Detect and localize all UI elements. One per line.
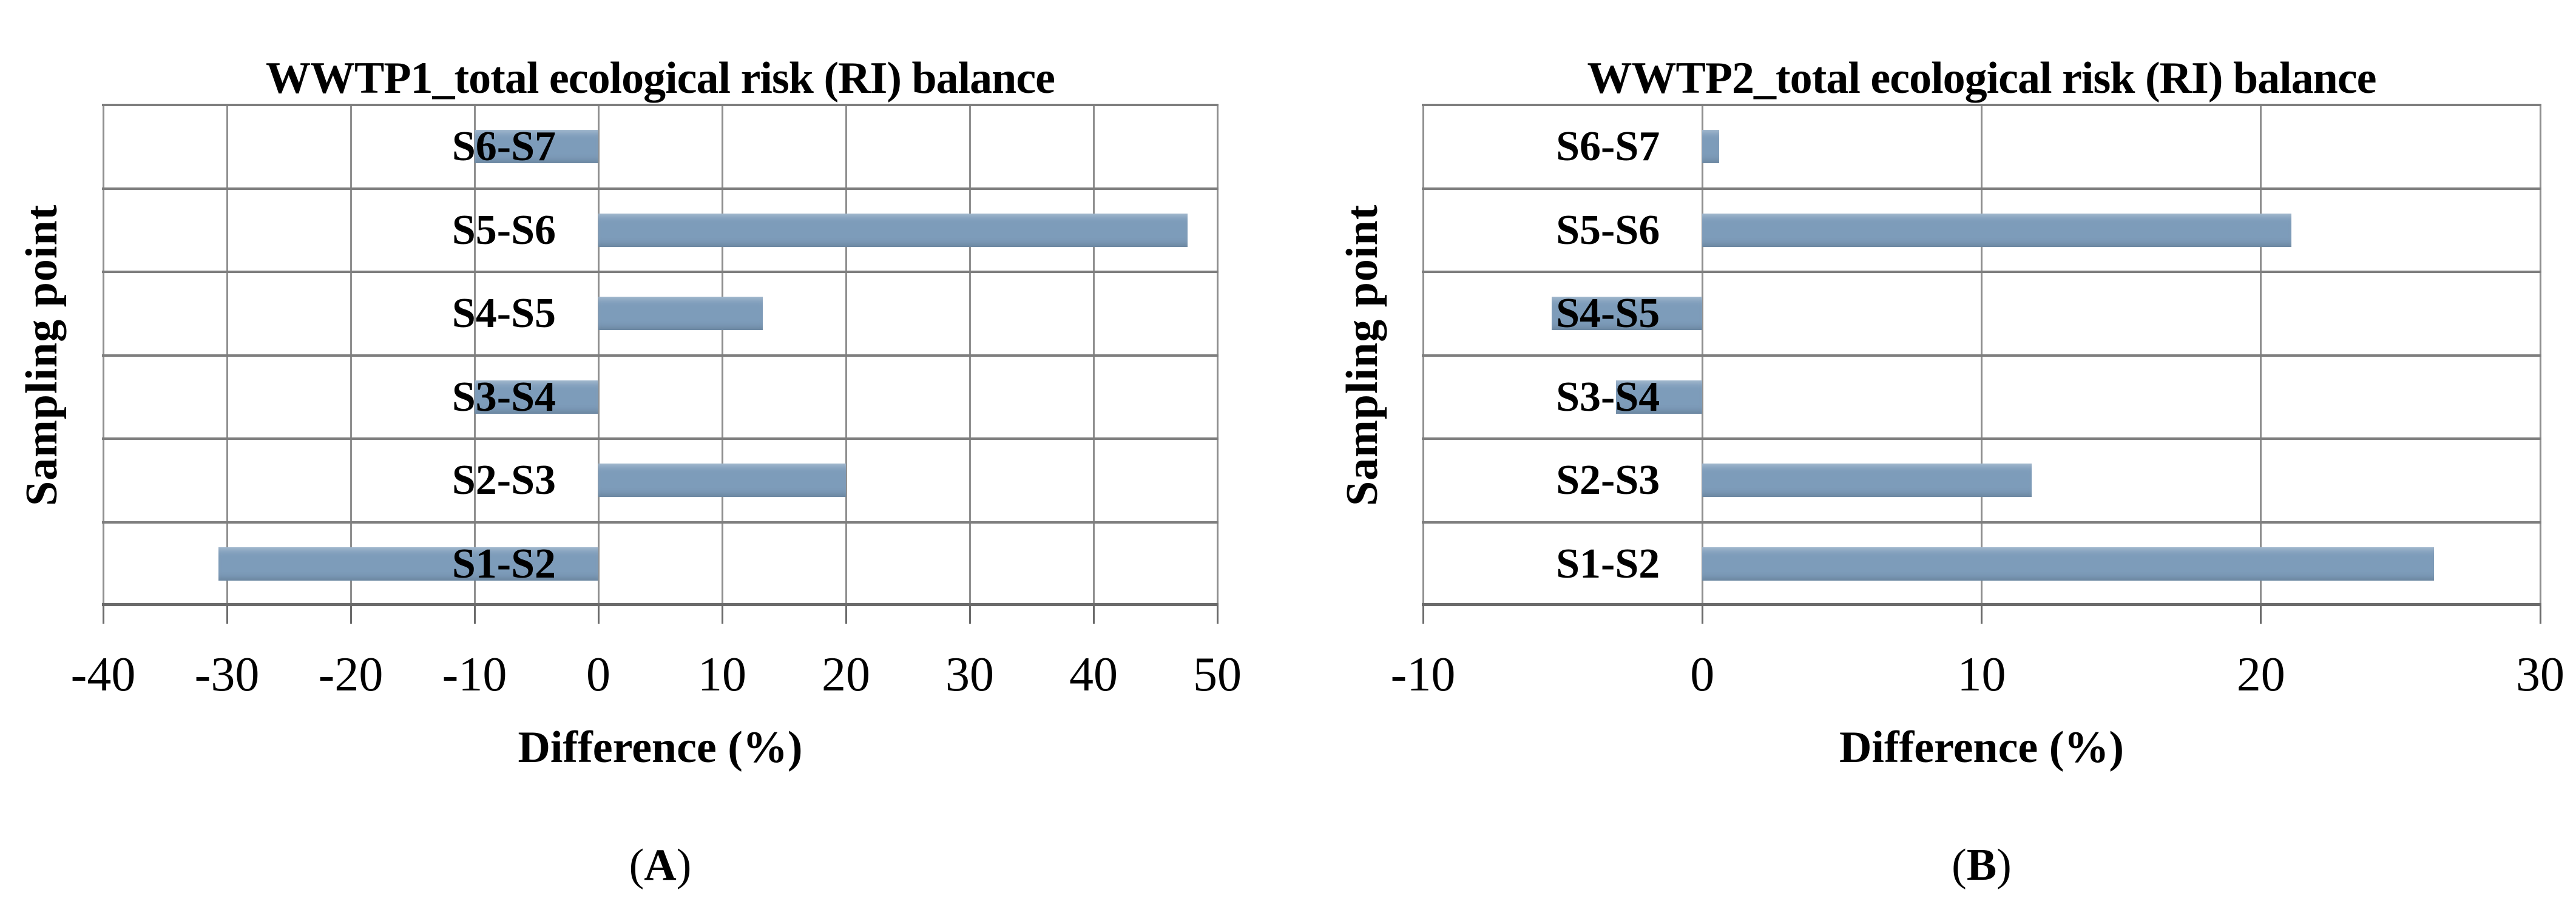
plot-area: S6-S7 S5-S6 S4-S5 S3-S4 S2-S3 S1-S2	[1422, 104, 2541, 606]
x-tick-label: 10	[1957, 648, 2006, 701]
x-axis-tick	[1422, 606, 1424, 624]
category-label: S6-S7	[451, 123, 556, 170]
x-tick-label: 0	[1690, 648, 1715, 701]
panel-caption: (B)	[1423, 840, 2540, 891]
x-tick-label: 0	[586, 648, 610, 701]
x-tick-label: 20	[822, 648, 870, 701]
bar-s3-s4	[1615, 380, 1703, 414]
x-tick-label: 20	[2236, 648, 2285, 701]
caption-paren-open: (	[629, 840, 644, 890]
chart-wwtp1: WWTP1_total ecological risk (RI) balance…	[17, 53, 1242, 891]
y-axis-title: Sampling point	[17, 204, 67, 507]
panel-caption: (A)	[103, 840, 1217, 891]
category-gridline	[102, 521, 1219, 524]
x-tick-label: 40	[1069, 648, 1118, 701]
x-axis-title: Difference (%)	[1839, 723, 2125, 772]
category-gridline	[102, 187, 1219, 190]
x-tick-label: 30	[2516, 648, 2564, 701]
x-axis-tick	[2260, 606, 2262, 624]
x-axis-tick	[721, 606, 723, 624]
category-label: S2-S3	[1556, 457, 1660, 504]
chart-wwtp2: WWTP2_total ecological risk (RI) balance…	[1288, 0, 2576, 921]
plot-area: S6-S7 S5-S6 S4-S5 S3-S4 S2-S3 S1-S2	[102, 104, 1219, 606]
chart-title: WWTP1_total ecological risk (RI) balance	[265, 53, 1055, 104]
panel-letter: B	[1966, 840, 1997, 890]
x-axis-tick	[226, 606, 228, 624]
x-axis-tick	[969, 606, 971, 624]
category-gridline	[1422, 521, 2541, 524]
bar-s5-s6	[598, 213, 1188, 247]
category-gridline	[1422, 354, 2541, 357]
x-axis-line	[1422, 603, 2541, 606]
x-axis-tick	[350, 606, 352, 624]
x-axis-tick	[1216, 606, 1219, 624]
x-axis-line	[102, 603, 1219, 606]
category-label: S4-S5	[1556, 290, 1660, 337]
x-axis-tick	[1701, 606, 1703, 624]
bar-s6-s7	[1702, 130, 1719, 164]
x-axis-tick	[845, 606, 847, 624]
x-tick-label: -30	[194, 648, 260, 701]
x-axis-tick	[1981, 606, 1983, 624]
x-axis-tick	[473, 606, 476, 624]
category-gridline	[1422, 271, 2541, 273]
bar-s4-s5	[598, 297, 763, 331]
category-label: S3-S4	[1556, 373, 1660, 420]
category-label: S1-S2	[451, 540, 556, 587]
bar-s3-s4	[475, 380, 598, 414]
category-label: S4-S5	[451, 290, 556, 337]
category-gridline	[102, 437, 1219, 440]
bar-s5-s6	[1702, 213, 2292, 247]
x-tick-label: -10	[1390, 648, 1456, 701]
bar-s2-s3	[1702, 464, 2032, 498]
category-gridline	[1422, 104, 2541, 106]
category-label: S5-S6	[1556, 206, 1660, 254]
x-axis-tick	[597, 606, 600, 624]
x-axis-tick	[102, 606, 104, 624]
x-tick-label: 10	[698, 648, 746, 701]
x-tick-label: 30	[945, 648, 994, 701]
x-tick-label: -20	[318, 648, 384, 701]
bar-s2-s3	[598, 464, 846, 498]
caption-paren-close: )	[676, 840, 692, 890]
x-tick-label: 50	[1193, 648, 1242, 701]
category-label: S1-S2	[1556, 540, 1660, 587]
category-gridline	[1422, 437, 2541, 440]
category-gridline	[1422, 187, 2541, 190]
caption-paren-open: (	[1952, 840, 1967, 890]
x-axis-tick	[2539, 606, 2541, 624]
bar-s1-s2	[218, 547, 598, 581]
category-label: S2-S3	[451, 457, 556, 504]
x-tick-label: -10	[442, 648, 507, 701]
category-label: S3-S4	[451, 373, 556, 420]
bar-s4-s5	[1551, 297, 1703, 331]
bar-s1-s2	[1702, 547, 2435, 581]
category-gridline	[102, 271, 1219, 273]
caption-paren-close: )	[1996, 840, 2012, 890]
x-axis-tick	[1092, 606, 1095, 624]
category-gridline	[102, 104, 1219, 106]
bar-s6-s7	[475, 130, 598, 164]
chart-title: WWTP2_total ecological risk (RI) balance	[1587, 53, 2376, 104]
panel-letter: A	[644, 840, 677, 890]
category-label: S5-S6	[451, 206, 556, 254]
x-axis-title: Difference (%)	[518, 723, 803, 772]
x-tick-label: -40	[70, 648, 136, 701]
category-gridline	[102, 354, 1219, 357]
category-label: S6-S7	[1556, 123, 1660, 170]
